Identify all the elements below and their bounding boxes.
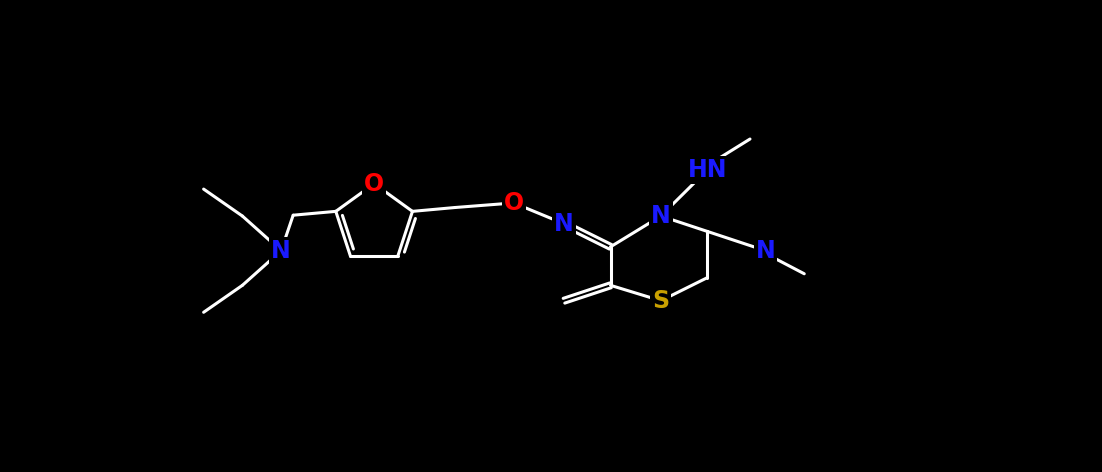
Text: O: O xyxy=(504,191,523,215)
Text: N: N xyxy=(554,212,574,236)
Text: N: N xyxy=(756,239,776,263)
Text: HN: HN xyxy=(688,158,727,182)
Text: N: N xyxy=(651,204,671,228)
Text: N: N xyxy=(271,239,291,263)
Text: O: O xyxy=(364,172,385,196)
Text: S: S xyxy=(652,289,669,313)
